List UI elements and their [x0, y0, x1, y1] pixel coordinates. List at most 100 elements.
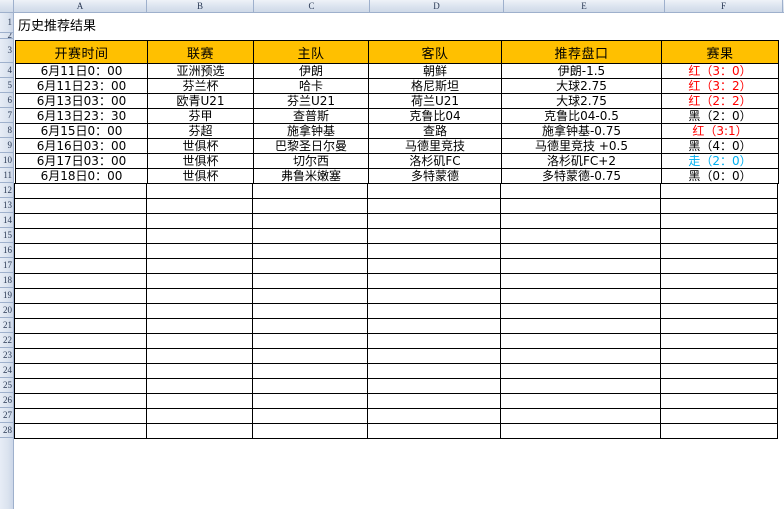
cell-start-time[interactable]: [14, 333, 147, 349]
cell-recommended-handicap[interactable]: [500, 288, 661, 304]
cell-start-time[interactable]: [14, 183, 147, 199]
table-row-empty[interactable]: [14, 213, 784, 229]
cell-recommended-handicap[interactable]: [500, 243, 661, 259]
cell-home-team[interactable]: [252, 258, 368, 274]
table-row-empty[interactable]: [14, 273, 784, 289]
cell-result[interactable]: [660, 228, 778, 244]
cell-away-team[interactable]: [367, 318, 501, 334]
cell-home-team[interactable]: [252, 213, 368, 229]
cell-league[interactable]: [146, 378, 253, 394]
cell-start-time[interactable]: [14, 258, 147, 274]
cell-recommended-handicap[interactable]: [500, 258, 661, 274]
column-header-d[interactable]: D: [370, 0, 504, 12]
row-header-24[interactable]: 24: [0, 363, 13, 378]
row-header-16[interactable]: 16: [0, 243, 13, 258]
cell-result[interactable]: [660, 423, 778, 439]
column-header-b[interactable]: B: [147, 0, 254, 12]
cell-home-team[interactable]: [252, 363, 368, 379]
table-row[interactable]: 6月15日0：00 芬超 施拿钟基 查路 施拿钟基-0.75 红（3:1）: [15, 123, 784, 139]
cell-recommended-handicap[interactable]: [500, 303, 661, 319]
table-row-empty[interactable]: [14, 393, 784, 409]
cell-recommended-handicap[interactable]: [500, 318, 661, 334]
cell-start-time[interactable]: 6月15日0：00: [15, 123, 148, 139]
cell-away-team[interactable]: [367, 213, 501, 229]
cell-league[interactable]: [146, 393, 253, 409]
row-header-7[interactable]: 7: [0, 108, 13, 123]
cell-recommended-handicap[interactable]: [500, 183, 661, 199]
cell-league[interactable]: [146, 363, 253, 379]
row-header-25[interactable]: 25: [0, 378, 13, 393]
cell-away-team[interactable]: 克鲁比04: [368, 108, 502, 124]
cell-result[interactable]: [660, 333, 778, 349]
cell-home-team[interactable]: 巴黎圣日尔曼: [253, 138, 369, 154]
table-row-empty[interactable]: [14, 363, 784, 379]
cell-recommended-handicap[interactable]: 伊朗-1.5: [501, 63, 662, 79]
cell-league[interactable]: 亚洲预选: [147, 63, 254, 79]
row-header-6[interactable]: 6: [0, 93, 13, 108]
cell-result[interactable]: [660, 273, 778, 289]
table-row-empty[interactable]: [14, 423, 784, 439]
cell-home-team[interactable]: 伊朗: [253, 63, 369, 79]
cell-away-team[interactable]: [367, 408, 501, 424]
row-header-20[interactable]: 20: [0, 303, 13, 318]
cell-start-time[interactable]: [14, 378, 147, 394]
cell-start-time[interactable]: 6月11日23：00: [15, 78, 148, 94]
cell-home-team[interactable]: 施拿钟基: [253, 123, 369, 139]
table-row[interactable]: 6月11日23：00 芬兰杯 哈卡 格尼斯坦 大球2.75 红（3：2）: [15, 78, 784, 94]
cell-league[interactable]: [146, 288, 253, 304]
cell-result[interactable]: [660, 243, 778, 259]
cell-home-team[interactable]: [252, 333, 368, 349]
cell-away-team[interactable]: [367, 288, 501, 304]
cell-recommended-handicap[interactable]: 大球2.75: [501, 93, 662, 109]
cell-result[interactable]: [660, 213, 778, 229]
row-header-12[interactable]: 12: [0, 183, 13, 198]
cell-result[interactable]: 红（3:1）: [661, 123, 779, 139]
cell-home-team[interactable]: 切尔西: [253, 153, 369, 169]
cell-away-team[interactable]: [367, 423, 501, 439]
row-header-2[interactable]: 2: [0, 33, 13, 39]
cell-recommended-handicap[interactable]: [500, 228, 661, 244]
select-all-corner[interactable]: [0, 0, 14, 12]
column-header-a[interactable]: A: [14, 0, 147, 12]
cell-league[interactable]: 欧青U21: [147, 93, 254, 109]
row-header-14[interactable]: 14: [0, 213, 13, 228]
cell-home-team[interactable]: [252, 288, 368, 304]
table-row-empty[interactable]: [14, 288, 784, 304]
cell-result[interactable]: [660, 288, 778, 304]
cell-away-team[interactable]: [367, 258, 501, 274]
cell-start-time[interactable]: [14, 228, 147, 244]
cell-home-team[interactable]: [252, 423, 368, 439]
cell-league[interactable]: [146, 213, 253, 229]
cell-away-team[interactable]: [367, 363, 501, 379]
cell-result[interactable]: [660, 318, 778, 334]
cell-result[interactable]: 红（3：2）: [661, 78, 779, 94]
cell-league[interactable]: [146, 273, 253, 289]
cell-recommended-handicap[interactable]: [500, 423, 661, 439]
cell-league[interactable]: 世俱杯: [147, 153, 254, 169]
table-row[interactable]: 6月13日03：00 欧青U21 芬兰U21 荷兰U21 大球2.75 红（2：2）: [15, 93, 784, 109]
cell-recommended-handicap[interactable]: [500, 333, 661, 349]
table-row[interactable]: 6月17日03：00 世俱杯 切尔西 洛杉矶FC 洛杉矶FC+2 走（2：0）: [15, 153, 784, 169]
cell-home-team[interactable]: [252, 198, 368, 214]
cell-away-team[interactable]: [367, 378, 501, 394]
cell-away-team[interactable]: 洛杉矶FC: [368, 153, 502, 169]
cell-away-team[interactable]: 格尼斯坦: [368, 78, 502, 94]
cell-start-time[interactable]: [14, 273, 147, 289]
cell-recommended-handicap[interactable]: [500, 363, 661, 379]
cell-start-time[interactable]: [14, 243, 147, 259]
cell-home-team[interactable]: [252, 378, 368, 394]
cell-recommended-handicap[interactable]: 大球2.75: [501, 78, 662, 94]
cell-result[interactable]: 黑（2：0）: [661, 108, 779, 124]
row-header-9[interactable]: 9: [0, 138, 13, 153]
cell-result[interactable]: 黑（4：0）: [661, 138, 779, 154]
cell-away-team[interactable]: [367, 273, 501, 289]
cell-start-time[interactable]: [14, 348, 147, 364]
row-header-13[interactable]: 13: [0, 198, 13, 213]
cell-league[interactable]: [146, 318, 253, 334]
cell-start-time[interactable]: 6月16日03：00: [15, 138, 148, 154]
table-row[interactable]: 6月13日23：30 芬甲 查普斯 克鲁比04 克鲁比04-0.5 黑（2：0）: [15, 108, 784, 124]
cell-home-team[interactable]: 查普斯: [253, 108, 369, 124]
cell-home-team[interactable]: [252, 318, 368, 334]
row-header-23[interactable]: 23: [0, 348, 13, 363]
cell-league[interactable]: 世俱杯: [147, 168, 254, 184]
